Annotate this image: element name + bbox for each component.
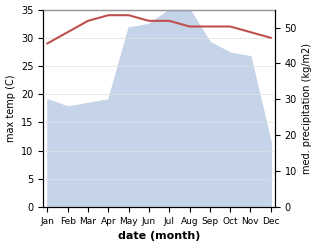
Y-axis label: max temp (C): max temp (C) — [5, 75, 16, 142]
Y-axis label: med. precipitation (kg/m2): med. precipitation (kg/m2) — [302, 43, 313, 174]
X-axis label: date (month): date (month) — [118, 231, 200, 242]
